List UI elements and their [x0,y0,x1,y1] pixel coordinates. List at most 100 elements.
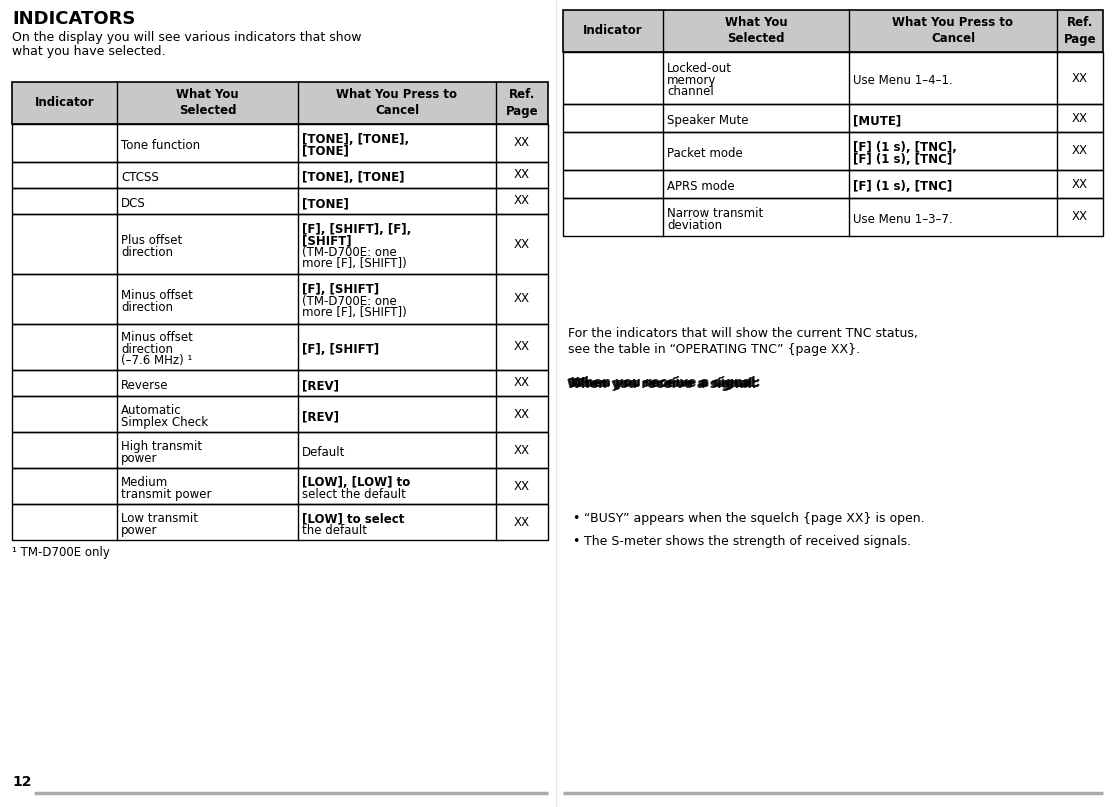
Text: XX: XX [514,341,530,353]
Bar [563,10,1103,52]
Bar [563,52,1103,104]
Text: Simplex Check: Simplex Check [121,416,208,429]
Text: Ref.
Page: Ref. Page [1064,16,1096,45]
Text: XX: XX [1072,178,1089,190]
Text: XX: XX [514,194,530,207]
Text: When you receive a signal:: When you receive a signal: [570,377,760,390]
Text: Ref.
Page: Ref. Page [505,89,539,118]
Text: (–7.6 MHz) ¹: (–7.6 MHz) ¹ [121,354,193,367]
Text: Low transmit: Low transmit [121,512,198,525]
Text: The S-meter shows the strength of received signals.: The S-meter shows the strength of receiv… [584,535,912,548]
Text: more [F], [SHIFT]): more [F], [SHIFT]) [302,307,406,320]
Text: Automatic: Automatic [121,404,181,417]
Text: [F] (1 s), [TNC]: [F] (1 s), [TNC] [853,153,953,165]
Text: What You
Selected: What You Selected [176,89,239,118]
Bar [563,104,1103,132]
Text: Indicator: Indicator [583,24,643,37]
Text: [TONE]: [TONE] [302,197,348,210]
Text: Plus offset: Plus offset [121,234,183,247]
Text: INDICATORS: INDICATORS [12,10,136,28]
Text: [F] (1 s), [TNC],: [F] (1 s), [TNC], [853,141,957,154]
Text: channel: channel [667,86,713,98]
Text: deviation: deviation [667,219,722,232]
Text: XX: XX [514,292,530,306]
Text: [TONE], [TONE],: [TONE], [TONE], [302,133,410,146]
Text: see the table in “OPERATING TNC” {page XX}.: see the table in “OPERATING TNC” {page X… [568,343,860,356]
Bar [12,396,548,432]
Text: On the display you will see various indicators that show: On the display you will see various indi… [12,31,362,44]
Text: (TM-D700E: one: (TM-D700E: one [302,295,396,308]
Text: power: power [121,524,158,537]
Text: What You Press to
Cancel: What You Press to Cancel [893,16,1014,45]
Text: When you receive a signal:: When you receive a signal: [571,376,760,389]
Text: Reverse: Reverse [121,379,168,392]
Text: Use Menu 1–3–7.: Use Menu 1–3–7. [853,213,953,226]
Text: [LOW] to select: [LOW] to select [302,512,404,525]
Text: XX: XX [1072,72,1089,85]
Text: XX: XX [514,408,530,420]
Text: what you have selected.: what you have selected. [12,45,166,58]
Text: XX: XX [514,479,530,492]
Bar [563,198,1103,236]
Text: direction: direction [121,245,173,259]
Text: power: power [121,452,158,465]
Text: the default: the default [302,524,367,537]
Text: memory: memory [667,74,717,87]
Text: [REV]: [REV] [302,410,339,423]
Text: Packet mode: Packet mode [667,147,742,160]
Text: [MUTE]: [MUTE] [853,114,902,127]
Text: [F] (1 s), [TNC]: [F] (1 s), [TNC] [853,180,953,193]
Bar [12,188,548,214]
Text: [F], [SHIFT], [F],: [F], [SHIFT], [F], [302,223,411,236]
Bar [12,82,548,124]
Text: XX: XX [1072,111,1089,124]
Text: [SHIFT]: [SHIFT] [302,234,352,247]
Text: 12: 12 [12,775,31,789]
Text: When you receive a signal:: When you receive a signal: [568,377,758,390]
Text: XX: XX [1072,144,1089,157]
Text: DCS: DCS [121,197,146,210]
Text: Use Menu 1–4–1.: Use Menu 1–4–1. [853,74,953,87]
Text: XX: XX [514,136,530,149]
Text: more [F], [SHIFT]): more [F], [SHIFT]) [302,257,406,270]
Text: What You
Selected: What You Selected [725,16,787,45]
Text: direction: direction [121,301,173,314]
Text: [F], [SHIFT]: [F], [SHIFT] [302,283,380,296]
Text: [LOW], [LOW] to: [LOW], [LOW] to [302,476,411,489]
Text: CTCSS: CTCSS [121,171,159,184]
Text: [TONE]: [TONE] [302,144,348,157]
Text: Speaker Mute: Speaker Mute [667,114,749,127]
Text: What You Press to
Cancel: What You Press to Cancel [336,89,457,118]
Text: (TM-D700E: one: (TM-D700E: one [302,245,396,259]
Text: XX: XX [514,444,530,457]
Text: Minus offset: Minus offset [121,289,193,303]
Text: direction: direction [121,343,173,356]
Text: When you receive a signal:: When you receive a signal: [567,378,757,391]
Text: “BUSY” appears when the squelch {page XX} is open.: “BUSY” appears when the squelch {page XX… [584,512,925,525]
Text: XX: XX [514,377,530,390]
Bar [12,124,548,162]
Bar [563,170,1103,198]
Text: Narrow transmit: Narrow transmit [667,207,764,220]
Text: XX: XX [1072,211,1089,224]
Text: XX: XX [514,169,530,182]
Text: Indicator: Indicator [35,97,95,110]
Bar [12,370,548,396]
Bar [12,214,548,274]
Text: •: • [572,512,580,525]
Text: Minus offset: Minus offset [121,332,193,345]
Bar [12,504,548,540]
Text: [REV]: [REV] [302,379,339,392]
Text: [TONE], [TONE]: [TONE], [TONE] [302,171,404,184]
Bar [12,162,548,188]
Text: For the indicators that will show the current TNC status,: For the indicators that will show the cu… [568,327,918,340]
Bar [12,82,548,124]
Text: Medium: Medium [121,476,168,489]
Text: •: • [572,535,580,548]
Bar [12,274,548,324]
Text: High transmit: High transmit [121,441,203,454]
Bar [563,132,1103,170]
Text: ¹ TM-D700E only: ¹ TM-D700E only [12,546,110,559]
Text: Tone function: Tone function [121,139,200,152]
Text: transmit power: transmit power [121,487,211,500]
